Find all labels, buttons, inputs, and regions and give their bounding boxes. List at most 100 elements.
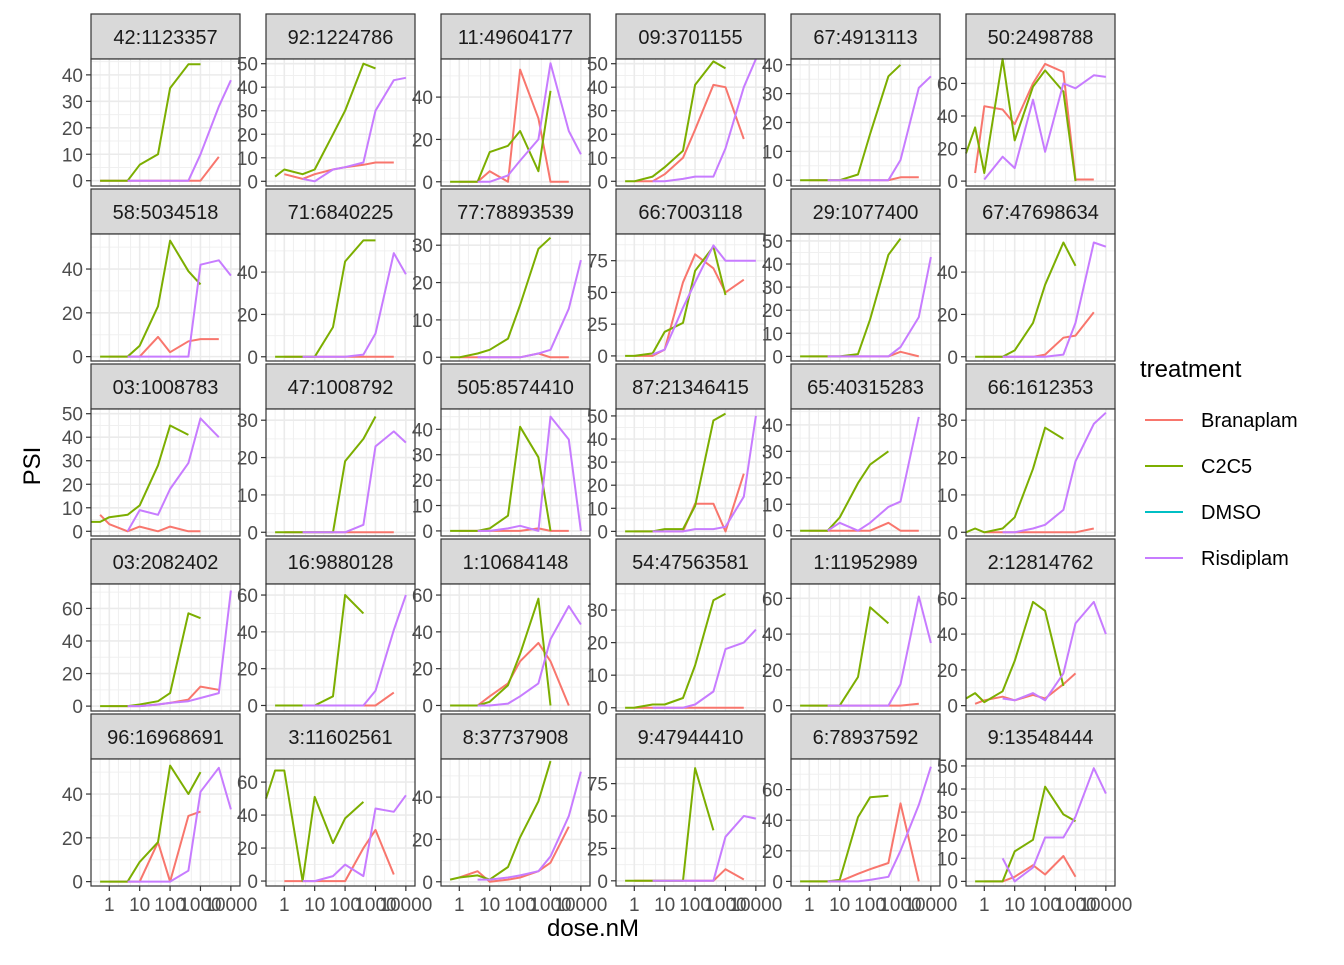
y-tick-label: 10: [762, 142, 783, 163]
y-tick-label: 10: [762, 495, 783, 516]
facet-strip: [615, 713, 766, 760]
grid: [91, 234, 240, 361]
legend: treatment Branaplam C2C5 DMSO Risdiplam: [1140, 356, 1298, 570]
grid: [91, 409, 240, 536]
panel-border: [965, 408, 1116, 537]
y-tick-label: 10: [412, 311, 433, 332]
facet-strip: [90, 713, 241, 760]
y-tick-label: 0: [422, 173, 433, 194]
facet-title: 96:16968691: [107, 727, 224, 749]
y-tick-label: 40: [762, 625, 783, 646]
x-tick-label: 1000: [879, 895, 921, 916]
series-line-c2c5: [449, 760, 552, 881]
panel-1: 42:1123357 0 10 20 30 40: [62, 13, 241, 193]
series-line-branaplam: [809, 521, 919, 532]
grid: [791, 759, 940, 886]
panel-19: 03:2082402 0 20 40 60: [62, 538, 241, 718]
facet-title: 16:9880128: [288, 552, 394, 574]
y-tick-label: 40: [62, 66, 83, 87]
x-tick-label: 10000: [729, 895, 782, 916]
y-tick-label: 40: [62, 785, 83, 806]
grid: [616, 234, 765, 361]
facet-strip: [790, 713, 941, 760]
y-tick-label: 60: [237, 586, 258, 607]
y-tick-label: 20: [412, 274, 433, 295]
series-line-risdiplam: [827, 75, 932, 182]
series-line-risdiplam: [477, 605, 582, 707]
series-line-risdiplam: [983, 74, 1107, 181]
panel-border: [440, 583, 591, 712]
y-tick-label: 10: [587, 149, 608, 170]
series-line-c2c5: [800, 794, 889, 883]
plot-background: [791, 759, 940, 886]
facet-title: 67:4913113: [813, 27, 917, 49]
grid: [616, 59, 765, 186]
facet-title: 3:11602561: [288, 727, 392, 749]
panel-20: 16:9880128 0 20 40 60: [237, 538, 416, 717]
y-tick-label: 10: [412, 497, 433, 518]
plot-background: [616, 584, 765, 711]
series-line-c2c5: [450, 597, 552, 707]
y-tick-label: 20: [62, 829, 83, 850]
facet-strip: [265, 538, 416, 585]
y-tick-label: 0: [72, 522, 83, 543]
y-tick-label: 20: [937, 449, 958, 470]
series-line-risdiplam: [827, 595, 932, 707]
panels-layer: 42:112335701020304092:122478601020304050…: [62, 13, 1132, 916]
y-tick-label: 10: [937, 486, 958, 507]
panel-border: [90, 583, 241, 712]
facet-strip: [440, 188, 591, 235]
facet-title: 71:6840225: [288, 202, 394, 224]
series-line-c2c5: [965, 600, 1065, 704]
x-tick-label: 10000: [204, 895, 257, 916]
x-tick-label: 1000: [529, 895, 571, 916]
x-tick-label: 10000: [1079, 895, 1132, 916]
y-tick-label: 30: [62, 452, 83, 473]
y-tick-label: 10: [587, 499, 608, 520]
plot-background: [441, 584, 590, 711]
y-tick-label: 0: [72, 697, 83, 718]
y-tick-label: 30: [237, 102, 258, 123]
grid: [266, 59, 415, 186]
y-tick-label: 20: [412, 471, 433, 492]
facet-title: 03:2082402: [113, 552, 219, 574]
series-line-c2c5: [800, 450, 889, 532]
y-tick-label: 20: [237, 449, 258, 470]
y-tick-label: 60: [937, 74, 958, 95]
plot-background: [616, 759, 765, 886]
y-tick-label: 0: [772, 347, 783, 368]
y-tick-label: 40: [412, 420, 433, 441]
y-tick-label: 40: [62, 260, 83, 281]
x-tick-label: 1000: [704, 895, 746, 916]
grid: [441, 234, 590, 361]
facet-title: 87:21346415: [632, 377, 749, 399]
y-tick-label: 60: [937, 589, 958, 610]
y-tick-label: 20: [587, 634, 608, 655]
facet-title: 505:8574410: [457, 377, 574, 399]
facet-title: 8:37737908: [463, 727, 569, 749]
x-tick-label: 1000: [179, 895, 221, 916]
facet-strip: [965, 188, 1116, 235]
panel-border: [265, 58, 416, 187]
grid: [441, 759, 590, 886]
series-line-c2c5: [625, 60, 727, 183]
panel-6: 50:2498788 0 20 40 60: [937, 13, 1116, 193]
y-tick-label: 40: [237, 623, 258, 644]
panel-22: 54:47563581 0 10 20 30: [587, 538, 766, 720]
y-tick-label: 0: [772, 697, 783, 718]
y-tick-label: 20: [762, 301, 783, 322]
y-tick-label: 20: [762, 469, 783, 490]
series-line-branaplam: [974, 62, 1094, 181]
facet-title: 29:1077400: [813, 202, 919, 224]
y-tick-label: 50: [762, 232, 783, 253]
x-tick-label: 100: [854, 895, 886, 916]
panel-border: [90, 233, 241, 362]
y-tick-label: 10: [587, 666, 608, 687]
x-tick-label: 1000: [354, 895, 396, 916]
panel-12: 67:47698634 0 20 40: [937, 188, 1116, 369]
